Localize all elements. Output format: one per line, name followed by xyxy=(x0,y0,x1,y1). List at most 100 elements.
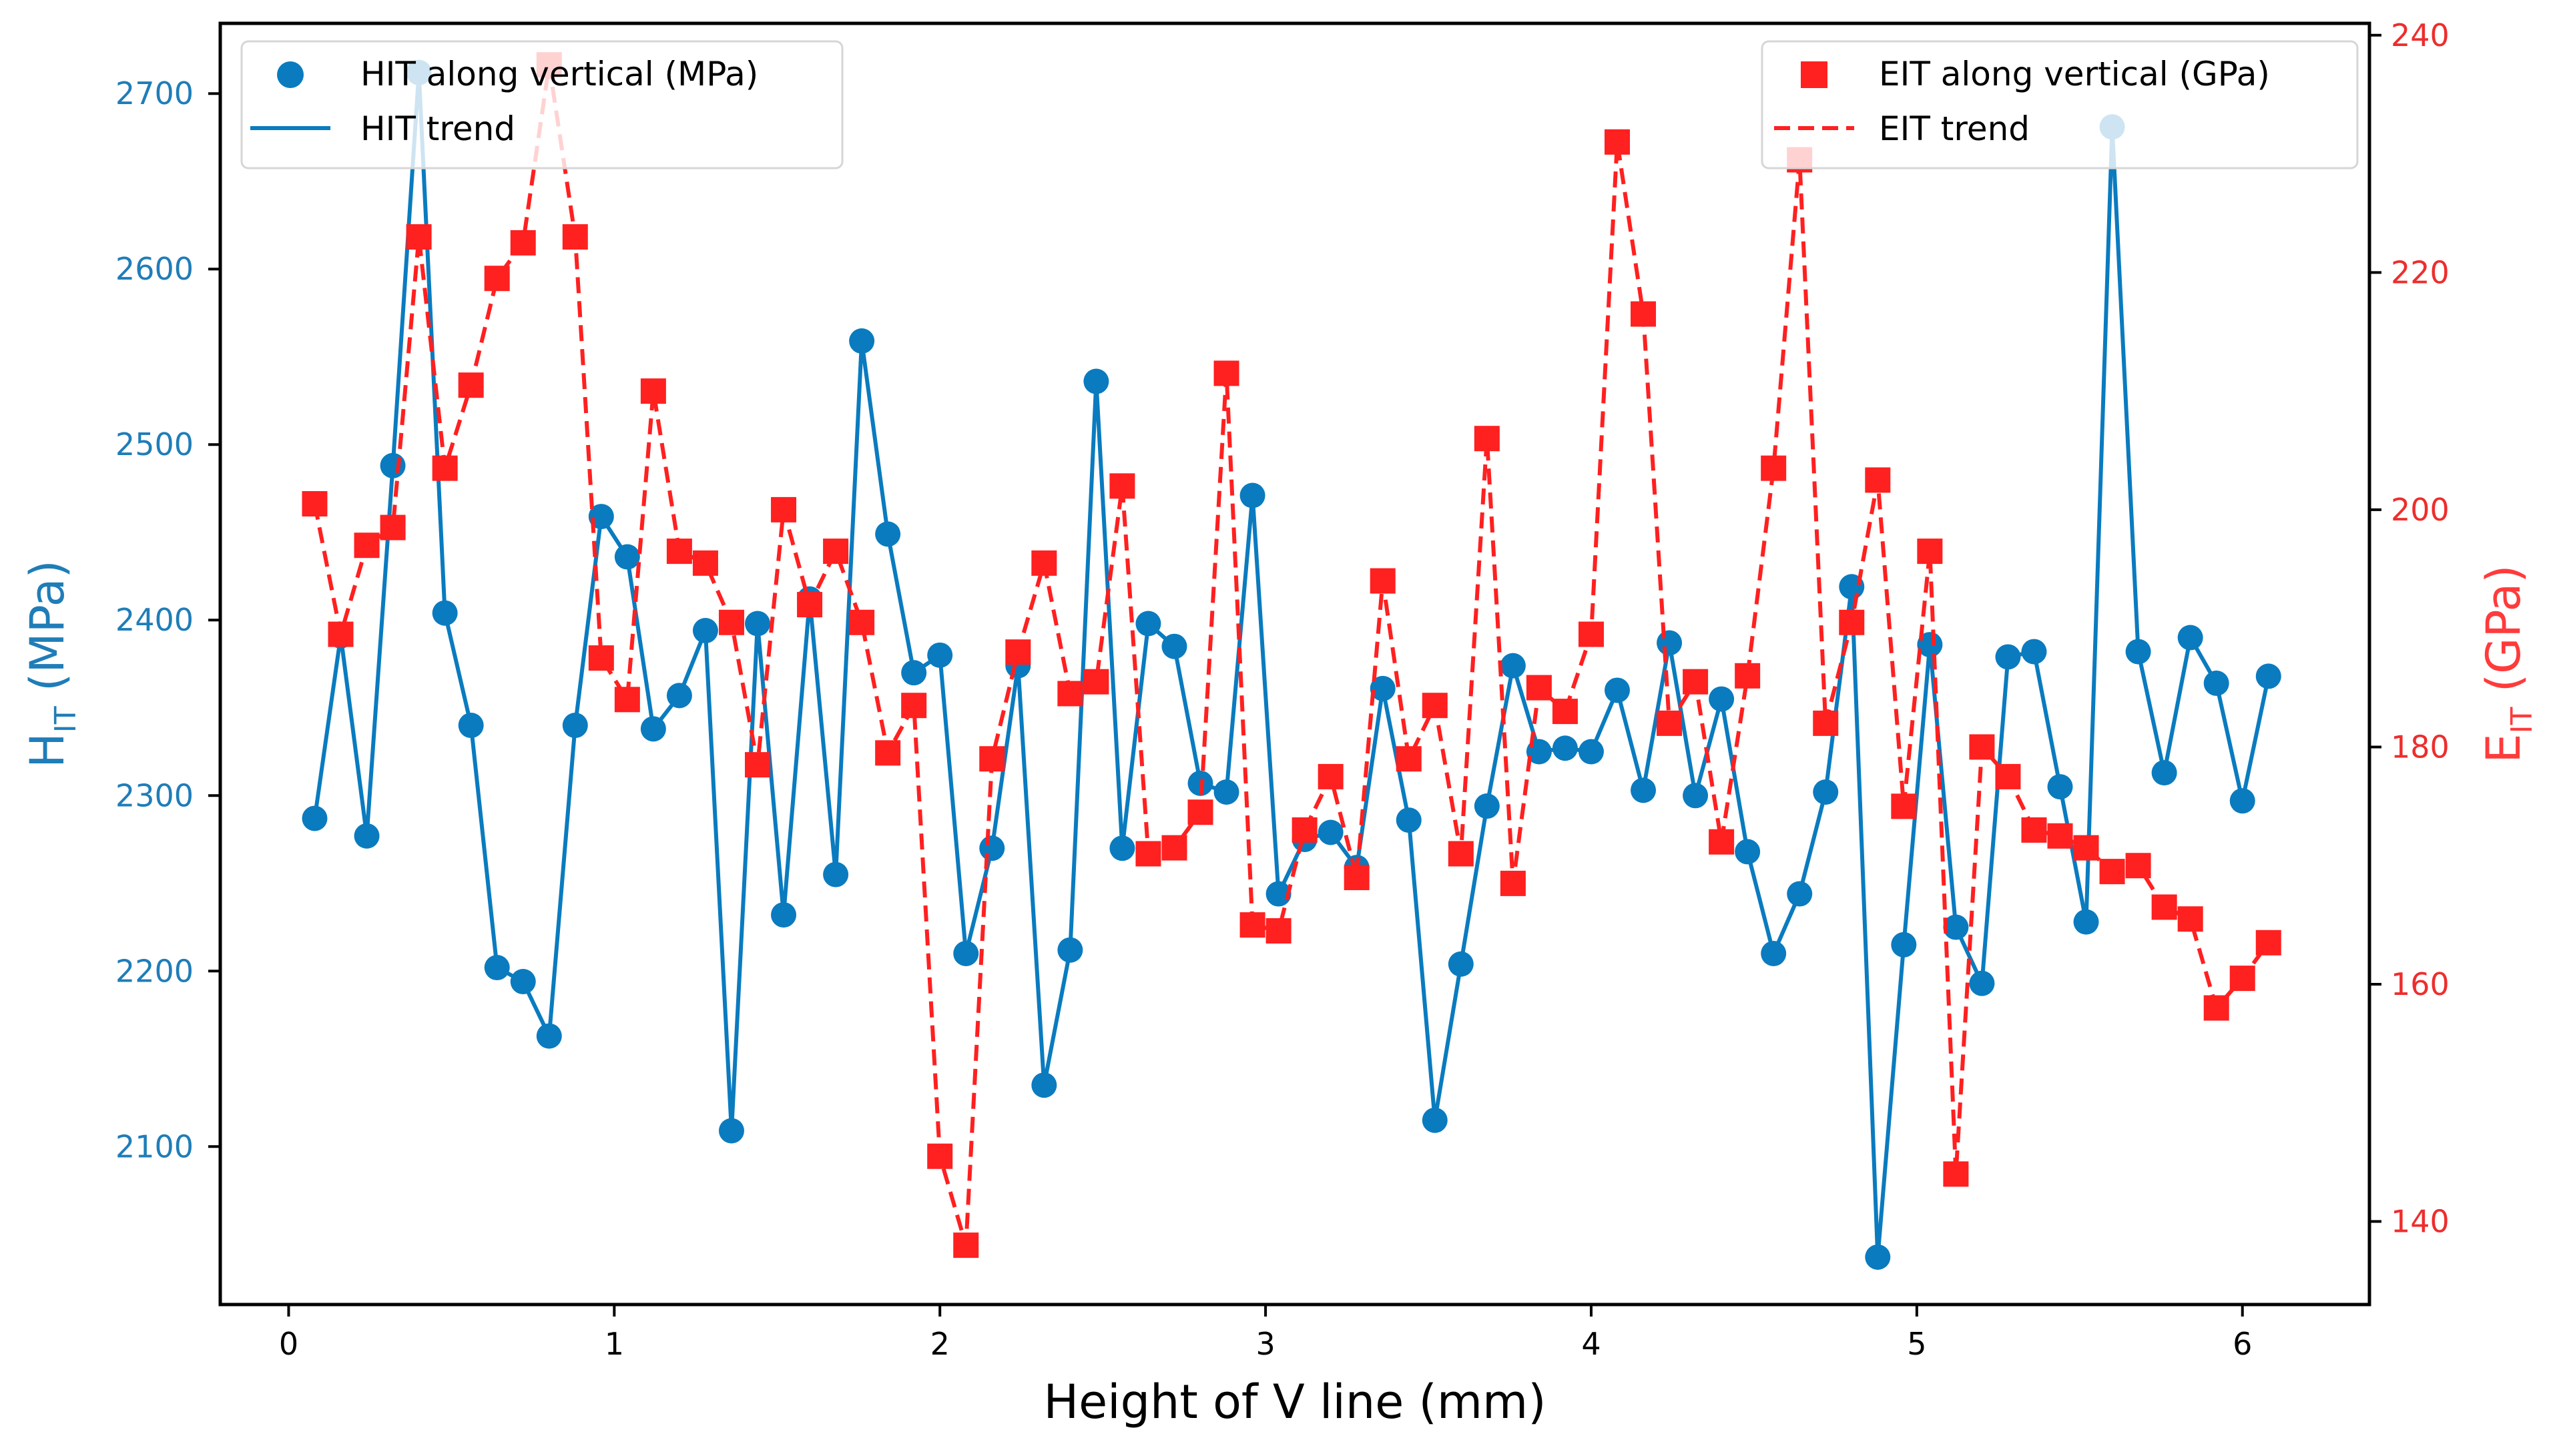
legend-eit-marker xyxy=(1801,61,1827,88)
hit-data-point xyxy=(1657,630,1683,656)
eit-data-point xyxy=(458,372,484,398)
hit-data-point xyxy=(1917,632,1943,658)
eit-data-point xyxy=(2047,823,2073,849)
eit-data-point xyxy=(354,532,380,559)
hit-data-point xyxy=(302,805,328,831)
hit-data-point xyxy=(2125,639,2151,665)
hit-data-point xyxy=(875,521,901,547)
eit-data-point xyxy=(745,752,770,778)
hit-data-point xyxy=(588,504,614,530)
chart-marks-layer xyxy=(302,52,2281,1270)
legend-hit-marker xyxy=(277,61,304,88)
eit-data-point xyxy=(1526,675,1552,701)
eit-data-point xyxy=(1135,841,1161,867)
left-y-axis-label-sub: IT xyxy=(49,706,83,733)
left-y-tick-label: 2400 xyxy=(115,602,194,638)
eit-data-point xyxy=(640,378,666,404)
right-y-axis-label-unit: (GPa) xyxy=(2476,565,2531,707)
right-y-tick-label: 220 xyxy=(2391,254,2450,290)
eit-data-point xyxy=(1969,734,1995,760)
eit-data-point xyxy=(666,538,692,565)
hit-data-point xyxy=(1787,881,1813,907)
right-y-axis-label-sub: IT xyxy=(2505,707,2539,733)
right-y-tick-label: 200 xyxy=(2391,492,2450,528)
hit-data-point xyxy=(692,618,718,644)
right-y-tick-label: 180 xyxy=(2391,729,2450,765)
left-y-tick-label: 2300 xyxy=(115,777,194,813)
eit-data-point xyxy=(718,609,744,635)
eit-data-point xyxy=(1735,663,1761,689)
hit-data-point xyxy=(562,713,588,739)
hit-data-point xyxy=(2047,774,2073,800)
eit-data-point xyxy=(1500,870,1526,896)
left-y-tick-label: 2700 xyxy=(115,75,194,111)
plot-frame xyxy=(218,21,2371,1307)
eit-data-point xyxy=(406,224,432,250)
hit-data-point xyxy=(2203,670,2229,696)
eit-data-point xyxy=(588,645,614,671)
legend-eit: EIT along vertical (GPa) EIT trend xyxy=(1761,40,2359,169)
hit-data-point xyxy=(1370,675,1396,701)
right-y-tick-label: 160 xyxy=(2391,966,2450,1002)
hit-data-point xyxy=(1500,653,1526,679)
eit-data-point xyxy=(1761,455,1787,481)
eit-data-point xyxy=(1213,360,1239,386)
left-y-tick-label: 2600 xyxy=(115,251,194,287)
hit-data-point xyxy=(1578,739,1604,765)
x-tick-label: 1 xyxy=(605,1326,624,1362)
hit-data-point xyxy=(953,940,979,966)
legend-eit-trend-label: EIT trend xyxy=(1879,109,2030,148)
hit-data-point xyxy=(1448,951,1474,977)
eit-data-point xyxy=(1109,473,1135,499)
hit-data-point xyxy=(1969,970,1995,996)
eit-data-point xyxy=(562,224,588,250)
eit-data-point xyxy=(1239,912,1265,938)
hit-data-point xyxy=(1891,932,1917,958)
eit-data-point xyxy=(1318,763,1344,789)
hit-data-point xyxy=(1865,1244,1891,1270)
eit-data-point xyxy=(1396,746,1422,772)
hit-data-point xyxy=(1135,611,1161,637)
hit-data-point xyxy=(849,328,875,354)
eit-data-point xyxy=(1657,710,1683,736)
hit-data-point xyxy=(2255,663,2281,689)
eit-data-point xyxy=(1631,301,1657,327)
hit-data-point xyxy=(1813,779,1839,805)
eit-data-point xyxy=(1187,799,1213,825)
eit-data-point xyxy=(797,592,823,618)
legend-eit-points-label: EIT along vertical (GPa) xyxy=(1879,55,2270,93)
eit-data-point xyxy=(1995,763,2021,789)
hit-data-point xyxy=(1109,835,1135,861)
eit-data-point xyxy=(614,687,640,713)
eit-data-point xyxy=(1161,835,1187,861)
hit-data-point xyxy=(901,660,927,686)
hit-data-point xyxy=(771,902,797,928)
right-y-axis-label-main: E xyxy=(2476,733,2531,763)
hit-data-point xyxy=(2021,639,2047,665)
eit-data-point xyxy=(2073,835,2099,861)
eit-data-point xyxy=(328,621,354,647)
legend-hit-points-label: HIT along vertical (MPa) xyxy=(360,55,758,93)
hit-data-point xyxy=(718,1118,744,1144)
x-tick-label: 4 xyxy=(1581,1326,1601,1362)
hit-data-point xyxy=(2073,909,2099,935)
hit-data-point xyxy=(1552,735,1578,761)
eit-data-point xyxy=(1083,669,1109,695)
left-y-axis-label-unit: (MPa) xyxy=(20,560,75,706)
eit-data-point xyxy=(1474,426,1500,452)
eit-data-point xyxy=(1605,129,1630,155)
hit-data-point xyxy=(1161,633,1187,659)
eit-data-point xyxy=(1005,639,1031,665)
hit-data-point xyxy=(2177,625,2203,651)
eit-data-point xyxy=(1917,538,1943,565)
x-tick-label: 2 xyxy=(930,1326,950,1362)
legend-hit: HIT along vertical (MPa) HIT trend xyxy=(240,40,844,169)
eit-data-point xyxy=(1813,710,1839,736)
hit-data-point xyxy=(1265,881,1292,907)
hit-data-point xyxy=(458,713,484,739)
eit-data-point xyxy=(484,266,510,292)
x-tick-label: 5 xyxy=(1907,1326,1926,1362)
left-y-tick-label: 2500 xyxy=(115,426,194,462)
eit-data-point xyxy=(823,538,849,565)
